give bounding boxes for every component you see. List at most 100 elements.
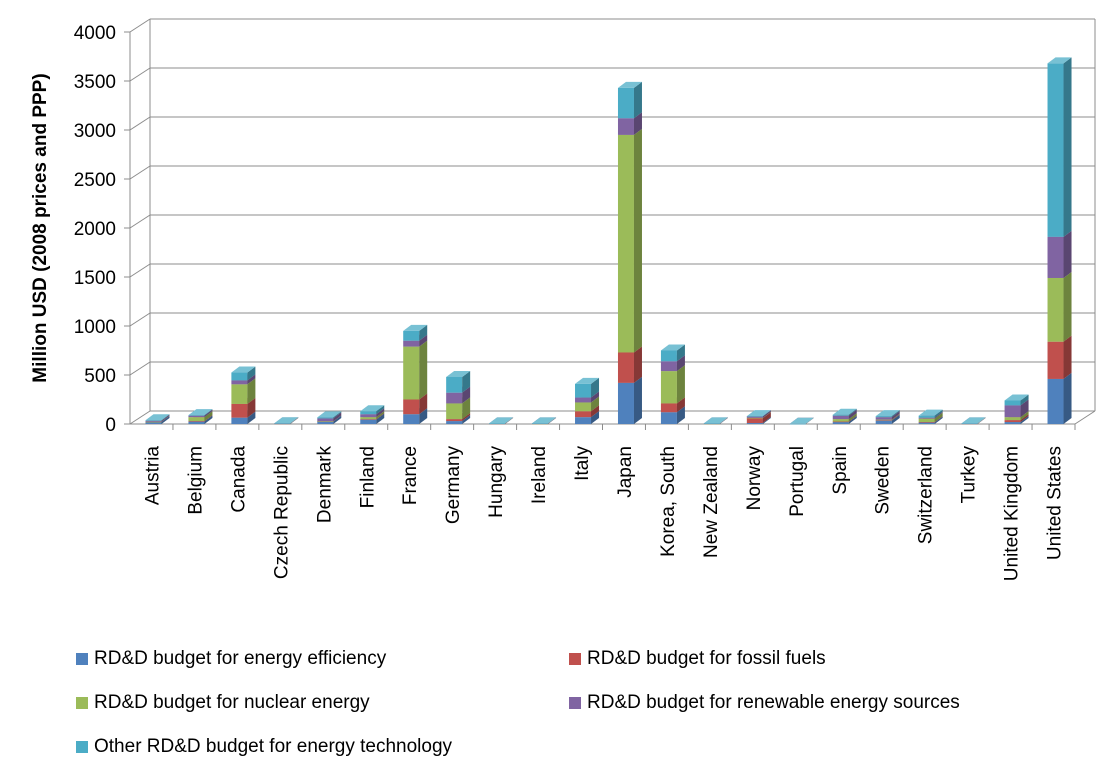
bar-segment (1047, 271, 1072, 342)
bar-side (290, 417, 299, 424)
bar-segment (1047, 372, 1072, 424)
bar-segment (145, 414, 170, 421)
bar-front (231, 372, 248, 381)
bar-side (848, 415, 857, 423)
gridline-side (129, 361, 151, 376)
bar-side (247, 374, 256, 385)
bar-front (188, 421, 205, 424)
legend-item: RD&D budget for energy efficiency (76, 648, 386, 670)
chart-svg: 0 500 1000 1500 2000 2500 3000 3500 4000 Austria B… (30, 18, 1096, 581)
bar-side (591, 391, 600, 403)
bar-front (1004, 422, 1021, 424)
bar-front (188, 417, 205, 422)
bar-front (1004, 417, 1021, 421)
bar-side (247, 366, 256, 381)
bar-side (419, 324, 428, 341)
x-tick-label: Sweden (873, 446, 894, 515)
bar-front (1004, 400, 1021, 406)
bar-front (317, 421, 334, 424)
bar-side (419, 393, 428, 415)
bar-side (676, 344, 685, 362)
bar-side (676, 397, 685, 413)
bar-front (403, 414, 420, 424)
bar-front (360, 417, 377, 420)
bar-side (548, 417, 557, 424)
bar-side (376, 405, 385, 415)
bar-front (403, 340, 420, 347)
x-tick-label: Turkey (959, 446, 980, 504)
x-tick-label: Japan (615, 446, 636, 498)
legend-item: RD&D budget for renewable energy sources (569, 692, 960, 714)
bar-top (918, 409, 943, 416)
x-tick-label: Canada (228, 446, 249, 513)
legend-item: RD&D budget for nuclear energy (76, 692, 370, 714)
bar-segment (360, 405, 385, 415)
bars (145, 57, 1072, 425)
bar-front (789, 423, 806, 425)
legend-swatch (569, 697, 581, 709)
y-tick-label: 3000 (74, 121, 116, 142)
gridline-side (129, 67, 151, 82)
gridlines (129, 18, 1096, 425)
x-tick-label: Portugal (787, 446, 808, 517)
x-tick-label: Finland (357, 446, 378, 508)
gridline-side (129, 116, 151, 131)
bar-side (676, 365, 685, 404)
bar-front (1047, 378, 1064, 424)
bar-side (891, 413, 900, 421)
bar-side (1020, 411, 1029, 421)
bar-side (891, 414, 900, 421)
bar-front (746, 423, 763, 424)
x-tick-label: Belgium (185, 446, 206, 515)
x-tick-label: United States (1045, 446, 1066, 560)
bar-side (161, 415, 170, 423)
bar-front (575, 397, 592, 403)
bar-front (918, 422, 935, 423)
bar-front (403, 399, 420, 415)
bar-top (145, 414, 170, 421)
bar-side (462, 415, 471, 424)
bar-front (274, 423, 291, 424)
bar-top (789, 417, 814, 424)
bar-segment (617, 81, 642, 119)
y-tick-label: 3500 (74, 72, 116, 93)
bar-side (633, 112, 642, 135)
y-tick-label: 4000 (74, 23, 116, 44)
x-tick-label: Denmark (314, 446, 335, 524)
bar-side (591, 411, 600, 424)
legend-item: RD&D budget for fossil fuels (569, 648, 826, 670)
bar-side (762, 412, 771, 424)
bar-segment (746, 410, 771, 417)
bar-segment (1047, 230, 1072, 278)
legend-swatch (76, 741, 88, 753)
bar-side (719, 417, 728, 424)
x-tick-label: New Zealand (701, 446, 722, 558)
bar-side (247, 378, 256, 404)
bar-segment (660, 344, 685, 362)
bar-front (875, 420, 892, 424)
bar-front (231, 403, 248, 418)
bar-side (891, 411, 900, 420)
bar-side (805, 417, 814, 424)
bar-side (934, 411, 943, 419)
x-tick-label: Germany (443, 446, 464, 525)
legend-label: Other RD&D budget for energy technology (94, 736, 453, 757)
bar-front (832, 419, 849, 422)
bar-front (403, 346, 420, 400)
bar-front (875, 416, 892, 418)
y-tick-label: 2500 (74, 170, 116, 191)
bar-side (204, 409, 213, 418)
y-tick-label: 500 (84, 366, 116, 387)
bar-side (676, 406, 685, 424)
bar-side (633, 346, 642, 383)
bar-side (505, 417, 514, 424)
bar-front (832, 421, 849, 423)
bar-front (188, 415, 205, 416)
bar-front (188, 415, 205, 418)
bar-side (419, 408, 428, 424)
bar-side (1020, 394, 1029, 406)
bar-front (360, 414, 377, 418)
bar-side (1063, 335, 1072, 379)
bar-segment (317, 411, 342, 419)
bar-front (617, 382, 634, 424)
